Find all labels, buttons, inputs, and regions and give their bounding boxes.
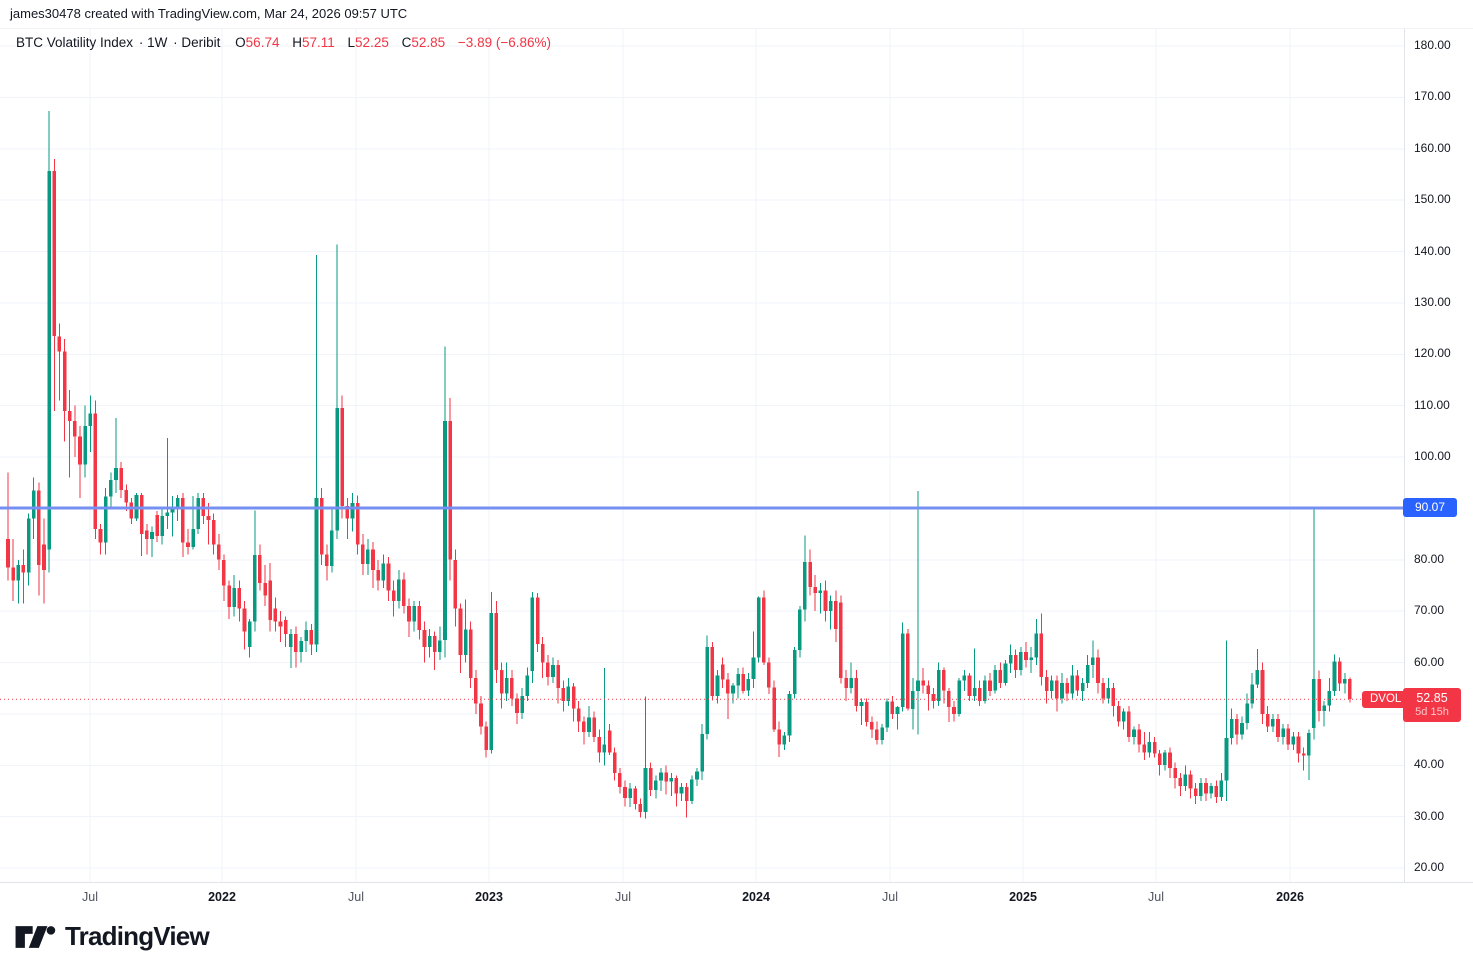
dvol-price-tag: DVOL	[1362, 691, 1410, 708]
symbol-title[interactable]: BTC Volatility Index	[16, 35, 134, 50]
price-tick: 160.00	[1414, 141, 1451, 155]
price-tick: 70.00	[1414, 603, 1445, 617]
price-tick: 130.00	[1414, 295, 1451, 309]
time-tick: Jul	[82, 890, 98, 904]
close-label: C	[401, 35, 412, 50]
time-tick: Jul	[882, 890, 898, 904]
price-tick: 150.00	[1414, 192, 1451, 206]
candles	[6, 111, 1352, 819]
change-value: −3.89 (−6.86%)	[457, 35, 551, 50]
open-value: 56.74	[245, 35, 280, 50]
price-tick: 80.00	[1414, 552, 1445, 566]
price-chart[interactable]	[0, 0, 1404, 910]
tradingview-logo[interactable]: TradingView	[14, 921, 210, 952]
price-tick: 100.00	[1414, 449, 1451, 463]
price-axis[interactable]: 180.00 170.00 160.00 150.00 140.00 130.00 120.…	[1403, 28, 1473, 882]
price-tick: 110.00	[1414, 398, 1450, 412]
last-price-label: 52.85 5d 15h	[1403, 688, 1461, 722]
symbol-legend[interactable]: BTC Volatility Index · 1W · Deribit O56.…	[16, 35, 551, 50]
time-tick: 2022	[208, 890, 236, 904]
last-price-value: 52.85	[1416, 691, 1448, 705]
tradingview-logo-icon	[15, 925, 56, 948]
bar-countdown: 5d 15h	[1415, 706, 1449, 718]
price-tick: 60.00	[1414, 655, 1445, 669]
time-tick: 2026	[1276, 890, 1304, 904]
attribution-bar: james30478 created with TradingView.com,…	[0, 0, 1473, 29]
horizontal-line-price-label[interactable]: 90.07	[1403, 498, 1457, 517]
legend-exchange: Deribit	[181, 35, 221, 50]
price-tick: 120.00	[1414, 346, 1451, 360]
candlestick-plot[interactable]	[0, 0, 1404, 910]
legend-timeframe[interactable]: 1W	[147, 35, 168, 50]
time-tick: 2025	[1009, 890, 1037, 904]
price-tick: 20.00	[1414, 860, 1445, 874]
time-axis[interactable]: Jul 2022 Jul 2023 Jul 2024 Jul 2025 Jul 2026	[0, 882, 1473, 912]
price-tick: 180.00	[1414, 38, 1451, 52]
price-tick: 140.00	[1414, 244, 1451, 258]
time-tick: 2024	[742, 890, 770, 904]
tradingview-logo-text: TradingView	[65, 921, 210, 951]
close-value: 52.85	[411, 35, 446, 50]
high-label: H	[292, 35, 302, 50]
time-tick: Jul	[615, 890, 631, 904]
time-tick: Jul	[1148, 890, 1164, 904]
high-value: 57.11	[301, 35, 335, 50]
price-tick: 40.00	[1414, 757, 1445, 771]
low-label: L	[347, 35, 356, 50]
attribution-text: james30478 created with TradingView.com,…	[10, 6, 408, 21]
legend-separator: ·	[138, 35, 144, 50]
open-label: O	[235, 35, 246, 50]
time-tick: 2023	[475, 890, 503, 904]
price-tick: 30.00	[1414, 809, 1445, 823]
low-value: 52.25	[355, 35, 389, 50]
legend-separator: ·	[173, 35, 178, 50]
time-tick: Jul	[348, 890, 364, 904]
price-tick: 170.00	[1414, 89, 1451, 103]
